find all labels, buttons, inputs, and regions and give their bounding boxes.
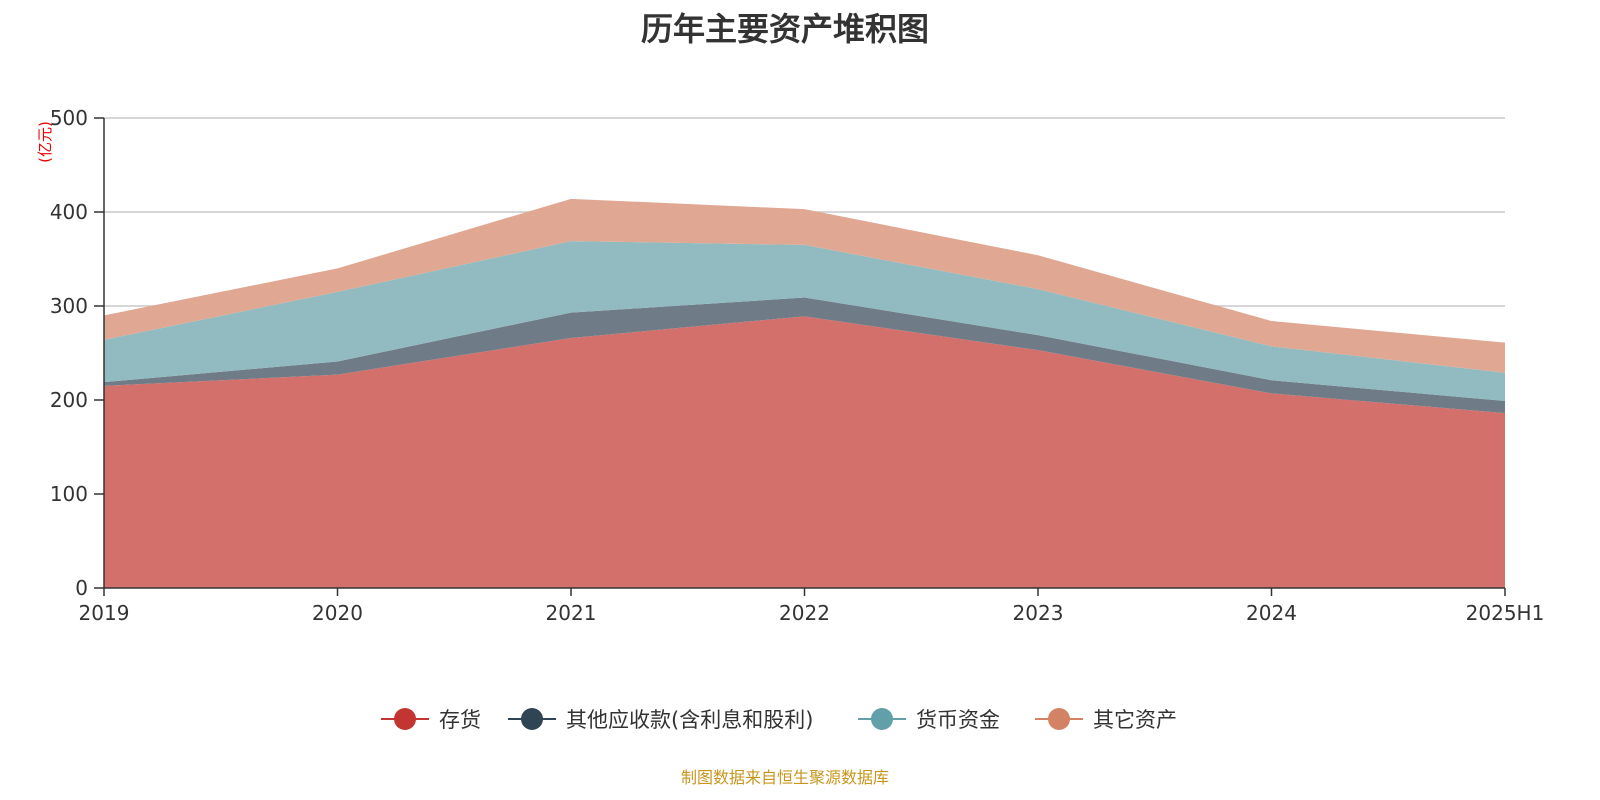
legend-label-3: 其它资产 <box>1093 708 1177 732</box>
x-tick-label: 2023 <box>1013 601 1064 625</box>
x-tick-label: 2021 <box>546 601 597 625</box>
x-tick-label: 2025H1 <box>1466 601 1545 625</box>
legend-marker <box>521 708 543 730</box>
data-source-note: 制图数据来自恒生聚源数据库 <box>680 768 889 787</box>
chart-title: 历年主要资产堆积图 <box>640 10 929 48</box>
x-tick-label: 2022 <box>779 601 830 625</box>
x-tick-label: 2019 <box>79 601 130 625</box>
legend-marker <box>394 708 416 730</box>
y-tick-label: 400 <box>50 200 88 224</box>
legend-label-1: 其他应收款(含利息和股利) <box>566 708 813 732</box>
legend-marker <box>1048 708 1070 730</box>
y-tick-label: 100 <box>50 482 88 506</box>
area-series-3 <box>104 198 1505 373</box>
y-axis-unit: (亿元) <box>36 121 54 163</box>
x-tick-label: 2020 <box>312 601 363 625</box>
x-tick-label: 2024 <box>1246 601 1297 625</box>
y-tick-label: 0 <box>75 576 88 600</box>
legend-marker <box>871 708 893 730</box>
y-tick-label: 200 <box>50 388 88 412</box>
legend-label-2: 货币资金 <box>916 708 1000 732</box>
y-tick-label: 300 <box>50 294 88 318</box>
legend-label-0: 存货 <box>439 708 481 732</box>
area-series-2 <box>104 241 1505 401</box>
y-tick-label: 500 <box>50 106 88 130</box>
area-series-1 <box>104 297 1505 414</box>
area-series-0 <box>104 316 1505 588</box>
